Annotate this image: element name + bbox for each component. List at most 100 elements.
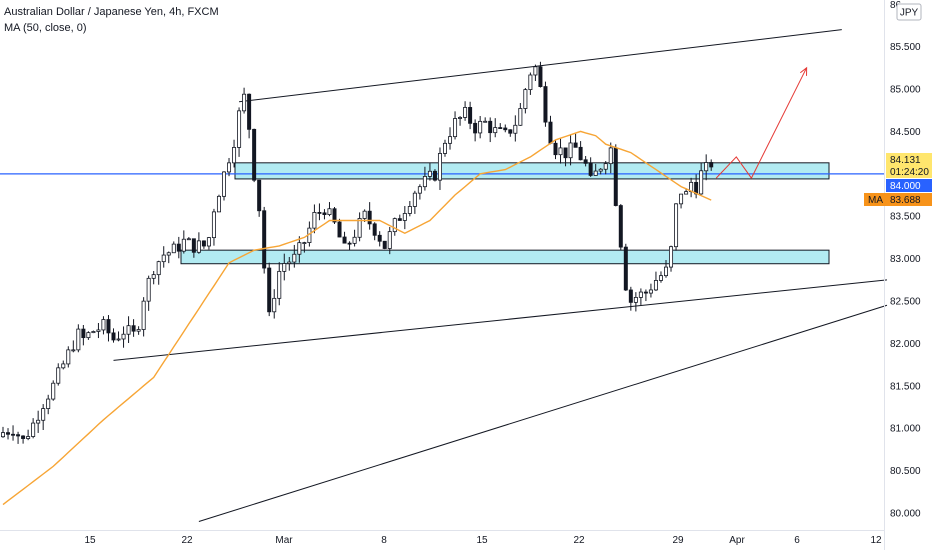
candle-body xyxy=(488,120,493,134)
candle-body xyxy=(699,170,704,195)
candle-body xyxy=(126,325,131,335)
ma-tag: MA 83.688 xyxy=(864,193,932,206)
price-tags: JPY 84.131 01:24:20 84.000 MA 83.688 xyxy=(864,3,932,206)
x-tick-label: 15 xyxy=(476,535,488,546)
candle-body xyxy=(709,162,714,168)
candle-body xyxy=(518,108,523,126)
candle-body xyxy=(282,263,287,272)
candle-body xyxy=(101,319,106,331)
candle-body xyxy=(272,297,277,313)
candle-body xyxy=(543,86,548,123)
candle-body xyxy=(31,422,36,437)
y-tick-label: 83.000 xyxy=(890,254,921,265)
candle-body xyxy=(141,300,146,330)
candle-body xyxy=(427,170,432,177)
candle-body xyxy=(232,147,237,164)
y-tick-label: 83.500 xyxy=(890,212,921,223)
candle-body xyxy=(287,261,292,264)
candle-body xyxy=(342,236,347,244)
candle-body xyxy=(111,332,116,341)
currency-badge-label: JPY xyxy=(900,8,919,19)
candle-body xyxy=(156,261,161,276)
candle-body xyxy=(593,170,598,176)
candle-body xyxy=(332,208,337,223)
candle-body xyxy=(21,435,26,439)
trend-line[interactable] xyxy=(113,279,888,361)
candle-body xyxy=(538,66,543,87)
y-tick-label: 81.000 xyxy=(890,424,921,435)
candle-body xyxy=(81,328,86,339)
candle-body xyxy=(598,168,603,172)
candle-body xyxy=(221,171,226,197)
x-tick-label: 29 xyxy=(672,535,684,546)
candle-body xyxy=(664,266,669,277)
plot-area[interactable] xyxy=(0,29,888,522)
projection-path[interactable] xyxy=(715,67,808,180)
candle-body xyxy=(377,234,382,242)
candle-body xyxy=(6,432,11,435)
level-value: 84.000 xyxy=(890,181,921,192)
candle-body xyxy=(86,332,91,339)
candle-body xyxy=(136,329,141,332)
candle-body xyxy=(201,240,206,247)
candle-body xyxy=(367,210,372,225)
candle-body xyxy=(352,236,357,244)
x-tick-label: 12 xyxy=(870,535,882,546)
candle-body xyxy=(463,107,468,118)
candle-body xyxy=(669,246,674,268)
candle-body xyxy=(166,252,171,256)
candle-body xyxy=(453,118,458,138)
candle-body xyxy=(267,267,272,313)
candle-body xyxy=(176,243,181,252)
support-resistance-zone[interactable] xyxy=(180,249,830,265)
candle-body xyxy=(51,382,56,400)
moving-average-line[interactable] xyxy=(2,130,712,506)
candle-body xyxy=(588,162,593,176)
candle-body xyxy=(508,129,513,134)
symbol-title: Australian Dollar / Japanese Yen, 4h, FX… xyxy=(4,6,219,18)
y-tick-label: 81.500 xyxy=(890,381,921,392)
candle-body xyxy=(653,280,658,291)
candle-body xyxy=(578,146,583,161)
candle-body xyxy=(568,142,573,159)
candle-body xyxy=(563,147,568,159)
candle-body xyxy=(442,142,447,154)
candle-body xyxy=(121,333,126,340)
candle-body xyxy=(618,205,623,248)
y-tick-label: 86 xyxy=(890,0,902,11)
candle-body xyxy=(402,213,407,221)
candle-body xyxy=(553,142,558,156)
candle-body xyxy=(16,434,21,437)
currency-badge[interactable]: JPY xyxy=(896,3,922,21)
candle-body xyxy=(322,212,327,216)
candle-body xyxy=(473,122,478,134)
candle-body xyxy=(36,419,41,424)
candle-body xyxy=(397,218,402,221)
support-resistance-zone[interactable] xyxy=(234,162,830,180)
y-tick-label: 82.500 xyxy=(890,297,921,308)
candle-body xyxy=(0,432,6,438)
candle-body xyxy=(704,162,709,172)
candle-body xyxy=(186,238,191,241)
candle-body xyxy=(558,147,563,156)
x-tick-label: 22 xyxy=(573,535,585,546)
candle-body xyxy=(372,223,377,236)
candle-body xyxy=(483,120,488,123)
candle-body xyxy=(302,242,307,244)
candle-body xyxy=(96,329,101,332)
candle-body xyxy=(412,192,417,207)
candle-body xyxy=(11,433,16,436)
candle-body xyxy=(432,170,437,181)
candle-body xyxy=(26,436,31,439)
y-tick-label: 80.500 xyxy=(890,466,921,477)
candle-body xyxy=(227,162,232,173)
x-tick-label: Apr xyxy=(729,535,745,546)
candle-body xyxy=(76,328,81,351)
candle-body xyxy=(478,120,483,134)
trend-line[interactable] xyxy=(198,304,888,522)
candle-body xyxy=(387,231,392,249)
candle-body xyxy=(347,242,352,245)
x-tick-label: 15 xyxy=(84,535,96,546)
candle-body xyxy=(66,349,71,365)
